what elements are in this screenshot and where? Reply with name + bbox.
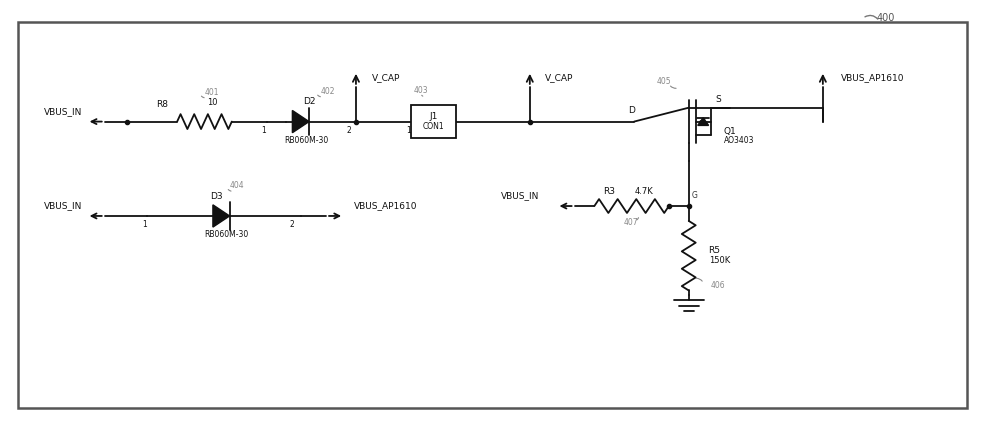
Text: 405: 405: [657, 77, 671, 86]
Text: 10: 10: [207, 98, 217, 107]
Text: J1: J1: [429, 112, 438, 121]
Polygon shape: [292, 110, 309, 133]
Text: 403: 403: [413, 86, 428, 95]
Text: VBUS_IN: VBUS_IN: [44, 202, 82, 210]
Text: V_CAP: V_CAP: [372, 73, 400, 83]
Text: 1: 1: [261, 125, 266, 135]
Text: 1: 1: [142, 220, 147, 229]
Text: 150K: 150K: [709, 256, 730, 265]
Text: 2: 2: [347, 125, 351, 135]
Text: 407: 407: [624, 218, 638, 227]
Text: S: S: [716, 95, 721, 104]
Text: R8: R8: [156, 100, 168, 109]
Text: D: D: [628, 106, 635, 115]
Text: 406: 406: [711, 281, 725, 290]
Polygon shape: [213, 205, 230, 227]
Text: 4.7K: 4.7K: [635, 187, 653, 196]
Text: VBUS_AP1610: VBUS_AP1610: [841, 73, 904, 83]
Polygon shape: [698, 118, 709, 125]
Text: VBUS_AP1610: VBUS_AP1610: [354, 202, 418, 210]
Text: V_CAP: V_CAP: [545, 73, 574, 83]
Text: R5: R5: [709, 246, 721, 255]
Text: D2: D2: [303, 97, 316, 106]
FancyBboxPatch shape: [18, 22, 967, 408]
FancyBboxPatch shape: [411, 105, 456, 139]
Text: 400: 400: [876, 13, 895, 23]
Text: D3: D3: [211, 192, 223, 200]
Text: 402: 402: [321, 87, 335, 96]
Text: VBUS_IN: VBUS_IN: [501, 192, 539, 200]
Text: Q1: Q1: [724, 127, 736, 136]
Text: 1: 1: [406, 125, 411, 135]
Text: 401: 401: [205, 88, 219, 97]
Text: VBUS_IN: VBUS_IN: [44, 107, 82, 116]
Text: RB060M-30: RB060M-30: [205, 230, 249, 239]
Text: 2: 2: [289, 220, 294, 229]
Text: R3: R3: [603, 187, 615, 196]
Text: AO3403: AO3403: [724, 136, 754, 145]
Text: CON1: CON1: [423, 122, 444, 131]
Text: G: G: [692, 191, 698, 200]
Text: 404: 404: [229, 181, 244, 190]
Text: RB060M-30: RB060M-30: [284, 136, 328, 145]
